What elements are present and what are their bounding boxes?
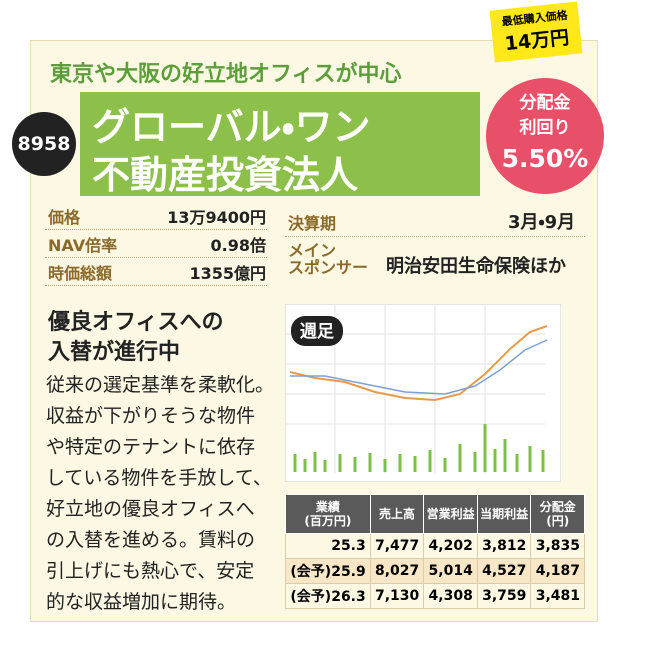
table-row: (会予)25.9 8,027 5,014 4,527 4,187	[285, 558, 585, 584]
info-label: NAV倍率	[48, 236, 118, 255]
body-line: 収益が下がりそうな物件	[46, 405, 256, 427]
results-table: 業績 (百万円) 売上高 営業利益 当期利益 分配金 (円) 25.3 7,477 4,202 3,…	[285, 494, 585, 609]
settlement-value: 3月・9月	[508, 212, 576, 233]
title-band	[80, 92, 480, 196]
chart-label: 週足	[300, 322, 334, 342]
rule	[45, 285, 267, 286]
yield-label: 利回り	[519, 118, 571, 138]
table-row: (会予)26.3 7,130 4,308 3,759 3,481	[285, 583, 585, 609]
body-line: 引上げにも熱心で、安定	[46, 560, 255, 582]
table-cell: 4,308	[423, 583, 478, 609]
table-cell: (会予)25.9	[285, 558, 371, 584]
badge: 最低購入価格 14万円	[489, 1, 583, 63]
sponsor-value: 明治安田生命保険ほか	[386, 256, 566, 277]
table-header-cell: 業績 (百万円)	[285, 494, 371, 534]
info-label: 価格	[48, 208, 81, 227]
table-header-cell: 当期利益	[476, 494, 532, 534]
body-line: している物件を手放して、	[46, 467, 272, 489]
settlement-label: 決算期	[288, 214, 337, 233]
table-cell: 3,835	[530, 533, 585, 559]
headline: 優良オフィスへの	[48, 310, 224, 335]
table-cell: 4,187	[530, 558, 585, 584]
rule	[45, 257, 267, 258]
volume-bars	[293, 424, 545, 472]
price-chart: 週足	[285, 304, 561, 482]
table-header: 業績 (百万円) 売上高 営業利益 当期利益 分配金 (円)	[285, 494, 585, 534]
header-line: (円)	[546, 514, 570, 528]
table-header-cell: 売上高	[369, 494, 425, 534]
sponsor-label-line: スポンサー	[288, 258, 369, 277]
title: 不動産投資法人	[92, 153, 359, 197]
table-cell: 8,027	[369, 558, 425, 584]
sponsor-label: メイン スポンサー	[288, 242, 368, 276]
rule	[45, 229, 267, 230]
price-line	[289, 325, 548, 402]
sponsor-label-line: メイン	[288, 241, 337, 260]
chart-label-bg	[291, 316, 343, 346]
table-cell: 4,202	[423, 533, 478, 559]
info-value: 1355億円	[189, 264, 266, 283]
info-value: 0.98倍	[210, 236, 266, 255]
info-value: 13万9400円	[167, 208, 266, 227]
body-line: 的な収益増加に期待。	[46, 591, 237, 613]
header-line: 当期利益	[480, 507, 529, 521]
table-body: 25.3 7,477 4,202 3,812 3,835 (会予)25.9 8,027 5,0…	[285, 533, 585, 609]
average-line	[290, 339, 548, 395]
header-line: 営業利益	[426, 507, 475, 521]
body-line: 好立地の優良オフィスへ	[46, 498, 255, 520]
table-cell: 3,759	[476, 583, 532, 609]
table-cell: 3,812	[476, 533, 532, 559]
header-line: (百万円)	[304, 514, 352, 528]
yield-value: 5.50%	[501, 144, 589, 173]
header-line: 分配金	[539, 500, 576, 514]
table-cell: 7,130	[369, 583, 425, 609]
yield-label: 分配金	[519, 93, 571, 113]
yield-badge: 分配金 利回り 5.50%	[486, 78, 604, 194]
info-label: 時価総額	[48, 264, 113, 283]
body-line: の入替を進める。賃料の	[46, 529, 256, 551]
body-line: や特定のテナントに依存	[46, 436, 256, 458]
table-header-cell: 営業利益	[423, 494, 478, 534]
code: 8958	[12, 112, 76, 176]
body-line: 従来の選定基準を柔軟化。	[46, 374, 275, 396]
table-header-cell: 分配金 (円)	[530, 494, 585, 534]
title: グローバル・ワン	[92, 105, 371, 149]
header-line: 業績	[315, 500, 340, 514]
lead: 東京や大阪の好立地オフィスが中心	[50, 62, 402, 87]
table-row: 25.3 7,477 4,202 3,812 3,835	[285, 533, 585, 559]
table-cell: 7,477	[369, 533, 425, 559]
table-cell: (会予)26.3	[285, 583, 371, 609]
header-line: 売上高	[379, 507, 416, 521]
rule	[285, 236, 585, 237]
table-cell: 25.3	[285, 533, 371, 559]
headline: 入替が進行中	[48, 340, 181, 365]
table-cell: 4,527	[476, 558, 532, 584]
table-cell: 5,014	[423, 558, 478, 584]
table-cell: 3,481	[530, 583, 585, 609]
